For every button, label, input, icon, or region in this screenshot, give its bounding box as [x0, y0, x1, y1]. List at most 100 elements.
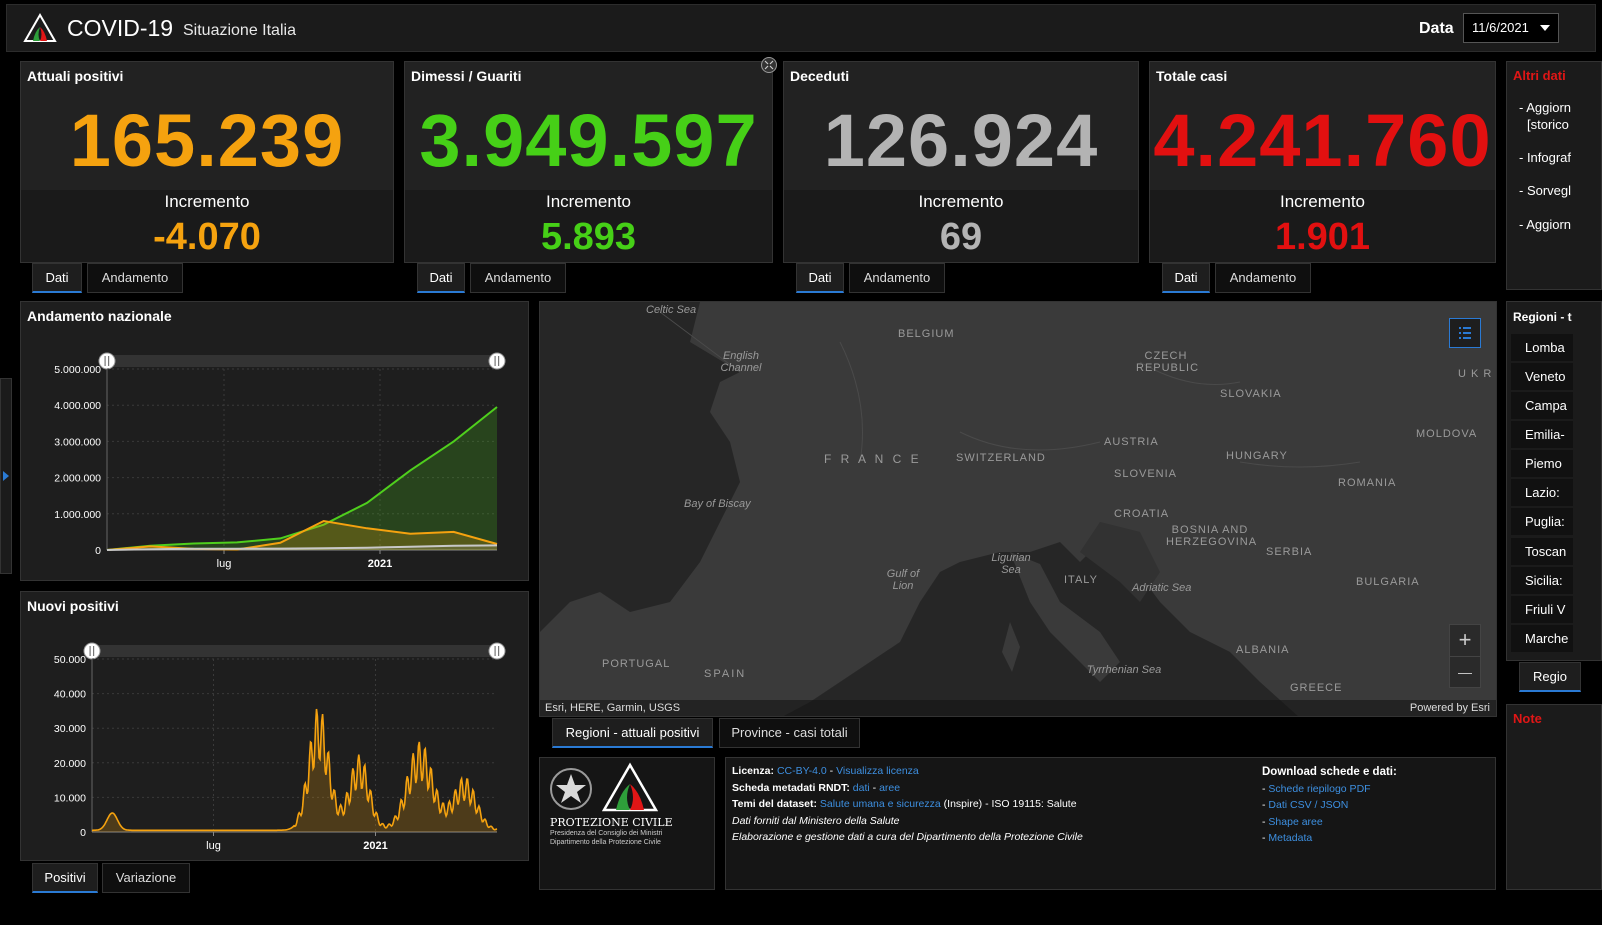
license-link[interactable]: CC-BY-4.0: [776, 765, 827, 777]
chevron-right-icon: [3, 471, 9, 481]
map-view[interactable]: Celtic Sea BELGIUM English Channel CZECH…: [539, 301, 1497, 717]
region-row[interactable]: Emilia-: [1511, 421, 1573, 448]
region-row[interactable]: Toscan: [1511, 538, 1573, 565]
map-label: SPAIN: [704, 668, 747, 680]
slider-grip-icon: [494, 646, 496, 656]
map-attribution-bar: [540, 700, 1496, 716]
range-slider-handle[interactable]: [488, 352, 506, 370]
region-row[interactable]: Veneto: [1511, 363, 1573, 390]
stat-lower-area: [405, 190, 772, 262]
slider-grip-icon: [104, 356, 106, 366]
region-row[interactable]: Lomba: [1511, 334, 1573, 361]
zoom-in-button[interactable]: +: [1450, 625, 1480, 657]
y-tick-label: 10.000: [54, 792, 86, 804]
map-label: BULGARIA: [1356, 576, 1420, 588]
download-csv-link[interactable]: Dati CSV / JSON: [1268, 799, 1349, 811]
tab-dati[interactable]: Dati: [417, 263, 465, 293]
side-panel-handle[interactable]: [0, 378, 12, 574]
tab-andamento[interactable]: Andamento: [87, 263, 183, 293]
logo-panel: PROTEZIONE CIVILE Presidenza del Consigl…: [539, 757, 715, 890]
increment-label: Incremento: [918, 192, 1004, 211]
list-icon: [1459, 327, 1471, 339]
side-link[interactable]: - Aggiorn: [1519, 217, 1572, 232]
tab-regioni[interactable]: Regio: [1519, 662, 1581, 692]
map-label: Tyrrhenian Sea: [1086, 664, 1162, 676]
rndt-dati-link[interactable]: dati: [852, 781, 870, 794]
region-row[interactable]: Piemo: [1511, 450, 1573, 477]
stat-title: Totale casi: [1156, 68, 1228, 84]
date-dropdown[interactable]: 11/6/2021: [1463, 13, 1559, 43]
temi-link[interactable]: Salute umana e sicurezza: [819, 798, 941, 810]
y-tick-label: 4.000.000: [54, 400, 101, 412]
tab-province-casi-totali[interactable]: Province - casi totali: [719, 718, 860, 748]
tab-dati[interactable]: Dati: [32, 263, 82, 293]
map-label: AUSTRIA: [1104, 436, 1159, 448]
range-slider-handle[interactable]: [488, 642, 506, 660]
source-line: Dati forniti dal Ministero della Salute: [732, 814, 900, 827]
tab-dati[interactable]: Dati: [796, 263, 844, 293]
org-sub2: Dipartimento della Protezione Civile: [550, 839, 661, 846]
tab-positivi[interactable]: Positivi: [32, 863, 98, 893]
expand-icon[interactable]: [760, 56, 778, 74]
stat-card-dimessi-guariti: Dimessi / Guariti 3.949.597 Incremento 5…: [404, 57, 777, 263]
powered-by-esri[interactable]: Powered by Esri: [1409, 702, 1490, 714]
y-tick-label: 5.000.000: [54, 364, 101, 376]
tab-andamento[interactable]: Andamento: [849, 263, 945, 293]
chart-panel-andamento: Andamento nazionale 5.000.000 4.000.000 3.…: [20, 301, 529, 581]
range-slider-handle[interactable]: [83, 642, 101, 660]
chart-panel-nuovi-positivi: Nuovi positivi 50.000 40.000 30.000 20.000 1…: [20, 591, 529, 861]
license-line: Licenza: CC-BY-4.0 - Visualizza licenza: [732, 765, 919, 777]
region-row[interactable]: Sicilia:: [1511, 567, 1573, 594]
stat-lower-area: [21, 190, 393, 262]
download-shape-link[interactable]: Shape aree: [1268, 815, 1323, 828]
increment-value: 1.901: [1274, 216, 1371, 258]
stat-value: 165.239: [69, 99, 345, 182]
nuovi-positivi-chart[interactable]: 50.000 40.000 30.000 20.000 10.000 0 lug 2021: [21, 592, 530, 862]
view-license-link[interactable]: Visualizza licenza: [836, 765, 919, 777]
tab-dati[interactable]: Dati: [1162, 263, 1210, 293]
org-name: PROTEZIONE CIVILE: [550, 816, 673, 829]
x-tick-label: 2021: [363, 840, 387, 852]
note-title: Note: [1513, 711, 1542, 726]
top-bar: COVID-19 Situazione Italia Data 11/6/202…: [6, 4, 1596, 52]
region-row[interactable]: Lazio:: [1511, 479, 1573, 506]
map-label: ROMANIA: [1338, 477, 1397, 489]
map-label: Adriatic Sea: [1132, 582, 1192, 594]
tab-andamento[interactable]: Andamento: [470, 263, 566, 293]
map-label: CZECH REPUBLIC: [1136, 350, 1200, 374]
italian-emblem-icon: [550, 768, 592, 810]
region-row[interactable]: Puglia:: [1511, 508, 1573, 535]
download-metadata-link[interactable]: Metadata: [1268, 832, 1313, 844]
zoom-out-button[interactable]: —: [1458, 664, 1472, 680]
tab-variazione[interactable]: Variazione: [102, 863, 190, 893]
increment-value: -4.070: [153, 216, 261, 258]
download-pdf-link[interactable]: Schede riepilogo PDF: [1268, 782, 1371, 795]
rndt-label: Scheda metadati RNDT:: [732, 781, 850, 794]
map-label: SWITZERLAND: [956, 452, 1046, 464]
side-link[interactable]: - Aggiorn: [1519, 100, 1572, 115]
tab-regioni-attuali-positivi[interactable]: Regioni - attuali positivi: [552, 718, 713, 748]
series-line: [106, 544, 498, 551]
region-row[interactable]: Friuli V: [1511, 596, 1573, 623]
map-label: BELGIUM: [898, 328, 955, 340]
org-sub1: Presidenza del Consiglio dei Ministri: [550, 830, 663, 837]
increment-value: 5.893: [540, 216, 637, 258]
legend-list-button[interactable]: [1449, 318, 1481, 348]
zoom-controls: + —: [1449, 624, 1481, 688]
range-slider-track: [107, 355, 497, 367]
side-link[interactable]: - Sorvegl: [1519, 183, 1572, 198]
map-label: PORTUGAL: [602, 658, 671, 670]
range-slider-handle[interactable]: [98, 352, 116, 370]
region-row[interactable]: Marche: [1511, 625, 1573, 652]
stat-value: 4.241.760: [1153, 99, 1492, 182]
side-link[interactable]: [storico: [1527, 117, 1569, 132]
map-label: F R A N C E: [824, 452, 922, 466]
region-row[interactable]: Campa: [1511, 392, 1573, 419]
regioni-title: Regioni - t: [1513, 310, 1572, 324]
tab-andamento[interactable]: Andamento: [1215, 263, 1311, 293]
rndt-aree-link[interactable]: aree: [879, 781, 901, 794]
x-tick-label: lug: [217, 558, 232, 570]
side-link[interactable]: - Infograf: [1519, 150, 1572, 165]
altri-dati-title: Altri dati: [1513, 68, 1566, 83]
andamento-chart[interactable]: 5.000.000 4.000.000 3.000.000 2.000.000 1.00…: [21, 302, 530, 582]
